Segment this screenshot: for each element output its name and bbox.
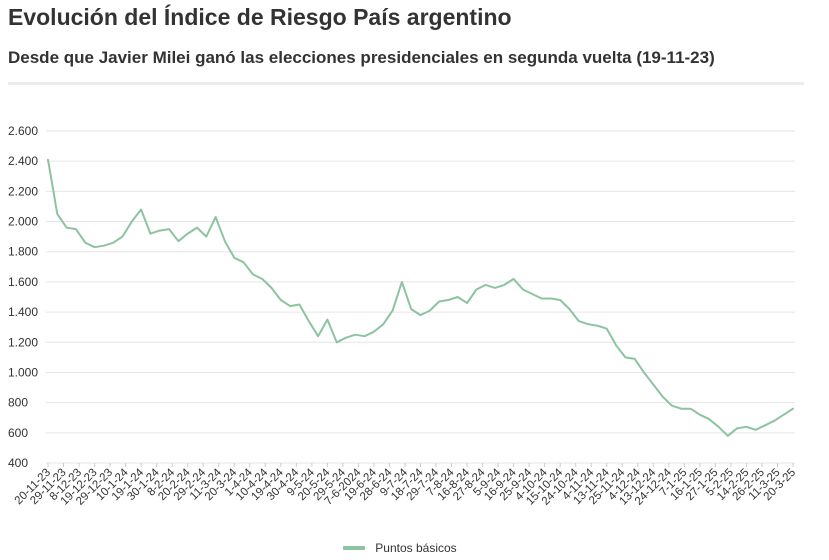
legend-label: Puntos básicos — [375, 540, 457, 555]
legend-swatch — [343, 545, 366, 550]
y-tick-label: 2.400 — [8, 154, 38, 168]
x-axis-ticks: 20-11-2329-11-238-12-2319-12-2329-12-231… — [13, 463, 798, 508]
line-chart: 400 600 800 1.000 1.200 1.400 1.600 1.800 2.000 2… — [8, 124, 798, 508]
series-layer — [47, 158, 794, 437]
y-tick-label: 2.200 — [8, 184, 38, 198]
y-tick-label: 400 — [8, 456, 28, 470]
y-tick-label: 800 — [8, 396, 28, 410]
y-axis-ticks: 400 600 800 1.000 1.200 1.400 1.600 1.800 2.000 2… — [8, 124, 38, 470]
y-tick-label: 1.200 — [8, 335, 38, 349]
y-tick-label: 2.600 — [8, 124, 38, 138]
y-tick-label: 1.600 — [8, 275, 38, 289]
legend[interactable]: Puntos básicos — [0, 540, 800, 555]
y-tick-label: 1.000 — [8, 365, 38, 379]
y-tick-label: 600 — [8, 426, 28, 440]
y-tick-label: 2.000 — [8, 215, 38, 229]
chart-title: Evolución del Índice de Riesgo País arge… — [8, 4, 512, 30]
chart-subtitle: Desde que Javier Milei ganó las eleccion… — [8, 48, 715, 67]
header-divider — [8, 82, 804, 85]
y-tick-label: 1.400 — [8, 305, 38, 319]
y-tick-label: 1.800 — [8, 245, 38, 259]
grid-lines — [46, 130, 795, 464]
series-line-puntos-basicos[interactable] — [47, 158, 794, 437]
